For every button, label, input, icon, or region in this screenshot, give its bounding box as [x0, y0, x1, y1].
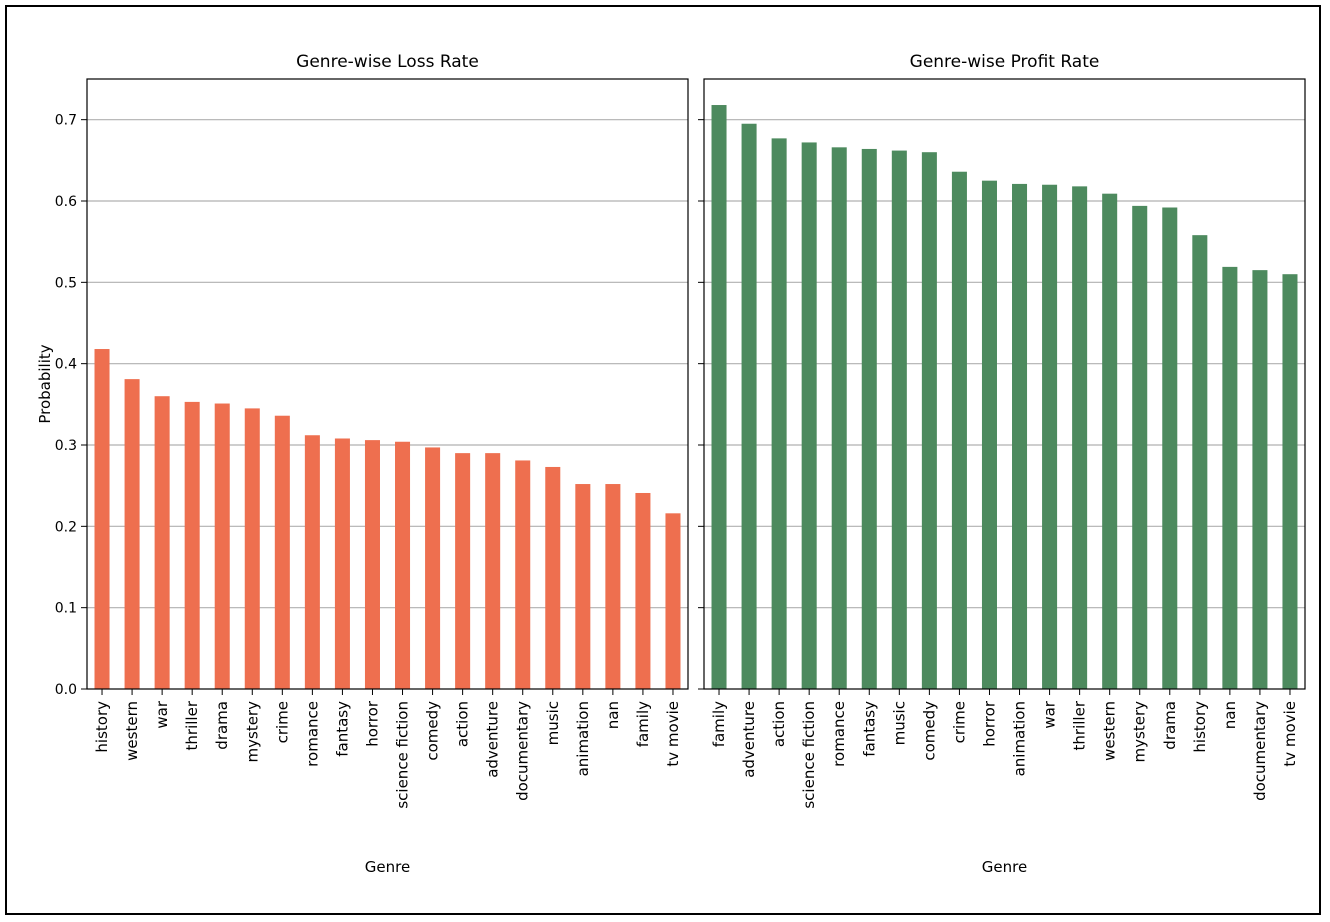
chart2-bar — [1282, 274, 1297, 689]
chart2-x-tick-label: war — [1041, 700, 1059, 728]
chart2-x-tick-label: tv movie — [1281, 701, 1299, 767]
chart2-bar — [772, 138, 787, 689]
chart2-x-tick-label: mystery — [1131, 701, 1149, 763]
chart2-bar — [802, 142, 817, 689]
chart1-x-tick-label: action — [454, 701, 472, 747]
chart1-x-tick-label: crime — [273, 701, 291, 743]
chart2-x-tick-label: animation — [1011, 701, 1029, 776]
chart1-bar — [95, 349, 110, 689]
chart2-axes-frame — [704, 79, 1305, 689]
chart2-x-tick-label: romance — [830, 701, 848, 767]
figure-canvas: 0.0 0.1 0.2 0.3 0.4 0.5 0.6 0.7 history western wa… — [7, 7, 1323, 917]
chart1-bar — [335, 438, 350, 689]
chart1-bar — [455, 453, 470, 689]
chart1-bar — [365, 440, 380, 689]
chart2-bar — [1012, 184, 1027, 689]
chart1-title: Genre-wise Loss Rate — [296, 52, 479, 72]
chart1-bar — [545, 467, 560, 689]
chart2-x-tick-label: history — [1191, 701, 1209, 753]
chart1-bar — [605, 484, 620, 689]
chart2-bar — [892, 151, 907, 689]
chart1-x-tick-label: western — [123, 701, 141, 761]
chart2-x-axis-label: Genre — [982, 858, 1027, 876]
chart1-y-tick-label: 0.2 — [55, 519, 77, 535]
chart1-bar — [665, 513, 680, 689]
chart1-bar — [275, 416, 290, 689]
chart1-bar — [305, 435, 320, 689]
chart2-bar — [862, 149, 877, 689]
chart2-x-tick-label: fantasy — [860, 701, 878, 757]
chart1-x-tick-label: documentary — [514, 701, 532, 801]
chart1-x-tick-label: tv movie — [664, 701, 682, 767]
chart2-x-tick-label: comedy — [920, 701, 938, 761]
chart1-x-tick-label: music — [544, 701, 562, 745]
chart1-bar — [485, 453, 500, 689]
figure-frame: 0.0 0.1 0.2 0.3 0.4 0.5 0.6 0.7 history western wa… — [5, 5, 1321, 915]
chart2-x-tick-label: science fiction — [800, 701, 818, 809]
chart2-x-tick-label: family — [710, 701, 728, 747]
chart1-bar — [575, 484, 590, 689]
chart1-x-tick-label: fantasy — [333, 701, 351, 757]
chart1-bar — [395, 442, 410, 689]
chart1-x-tick-label: thriller — [183, 700, 201, 750]
chart1-y-tick-label: 0.4 — [55, 357, 77, 373]
chart1-x-tick-label: animation — [574, 701, 592, 776]
chart1-y-tick-label: 0.3 — [55, 438, 77, 454]
chart1-bar — [185, 402, 200, 689]
chart1-y-tick-label: 0.5 — [55, 275, 77, 291]
chart2-x-tick-label: nan — [1221, 701, 1239, 729]
chart1-bar — [515, 460, 530, 689]
chart1-x-tick-label: nan — [604, 701, 622, 729]
chart1-x-tick-label: drama — [213, 701, 231, 750]
chart1-bar — [425, 447, 440, 689]
chart1-y-axis-label: Probability — [36, 344, 54, 423]
chart1-axes-frame — [87, 79, 688, 689]
chart2-bar — [1132, 206, 1147, 689]
chart2-bar — [1072, 186, 1087, 689]
chart2-bar — [1252, 270, 1267, 689]
chart2-x-tick-label: action — [770, 701, 788, 747]
chart2-x-tick-label: music — [890, 701, 908, 745]
chart1-bar — [635, 493, 650, 689]
chart1-bar — [215, 404, 230, 689]
chart1-bar — [155, 396, 170, 689]
chart2-x-tick-label: western — [1101, 701, 1119, 761]
chart2-bar — [712, 105, 727, 689]
chart1-bar — [245, 408, 260, 689]
chart1-x-tick-label: horror — [363, 700, 381, 747]
chart1-x-tick-label: romance — [303, 701, 321, 767]
chart2-bar — [1042, 185, 1057, 689]
chart2-bar — [742, 124, 757, 689]
chart1-x-tick-label: adventure — [484, 701, 502, 778]
chart2-x-tick-label: crime — [950, 701, 968, 743]
chart2-bar — [982, 181, 997, 689]
chart1-x-tick-label: history — [93, 701, 111, 753]
chart2-bar — [1192, 235, 1207, 689]
chart1-y-tick-label: 0.1 — [55, 601, 77, 617]
chart2-x-tick-label: documentary — [1251, 701, 1269, 801]
chart2-bar — [1162, 208, 1177, 689]
chart1-x-tick-label: science fiction — [394, 701, 412, 809]
chart2-bar — [1222, 267, 1237, 689]
chart2-bar — [832, 147, 847, 689]
chart2-x-tick-label: thriller — [1071, 700, 1089, 750]
chart2-bar — [952, 172, 967, 689]
chart1-x-tick-label: comedy — [424, 701, 442, 761]
chart2-bar — [922, 152, 937, 689]
chart1-y-tick-label: 0.7 — [55, 113, 77, 129]
chart1-x-axis-label: Genre — [365, 858, 410, 876]
chart2-bar — [1102, 194, 1117, 689]
chart1-x-tick-label: war — [153, 700, 171, 728]
chart1-bar — [125, 379, 140, 689]
chart1-y-tick-label: 0.0 — [55, 682, 77, 698]
chart1-x-tick-label: mystery — [243, 701, 261, 763]
chart2-x-tick-label: drama — [1161, 701, 1179, 750]
chart2-x-tick-label: horror — [980, 700, 998, 747]
chart1-x-tick-label: family — [634, 701, 652, 747]
chart2-title: Genre-wise Profit Rate — [910, 52, 1100, 72]
chart1-y-tick-label: 0.6 — [55, 194, 77, 210]
chart2-x-tick-label: adventure — [740, 701, 758, 778]
